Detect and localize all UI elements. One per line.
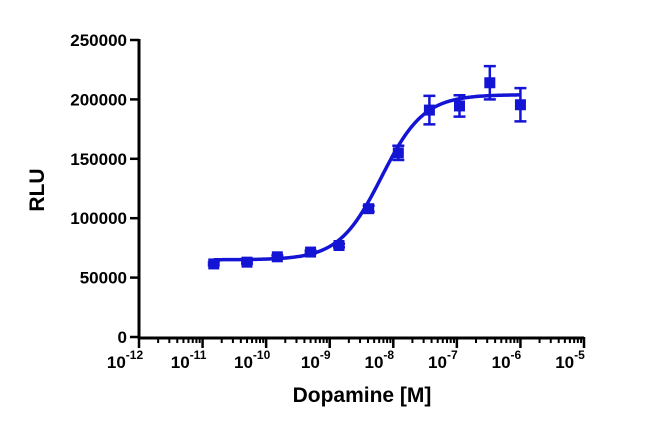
y-tick-label: 100000 xyxy=(70,209,127,228)
x-tick-label: 10-12 xyxy=(107,348,144,372)
x-tick-label: 10-10 xyxy=(234,348,271,372)
y-tick-label: 0 xyxy=(118,328,127,347)
data-point xyxy=(423,104,435,116)
y-tick-label: 250000 xyxy=(70,31,127,50)
data-point xyxy=(453,100,465,112)
axes xyxy=(137,39,584,340)
data-point xyxy=(484,77,496,89)
x-axis-title: Dopamine [M] xyxy=(293,384,432,407)
y-axis-ticks: 0 50000 100000 150000 200000 250000 xyxy=(70,31,139,347)
data-point xyxy=(271,251,283,263)
x-tick-label: 10-11 xyxy=(171,348,207,372)
data-point xyxy=(305,246,317,258)
data-point xyxy=(208,258,220,270)
data-points-layer xyxy=(208,77,526,270)
data-point xyxy=(333,240,345,252)
x-tick-label: 10-5 xyxy=(555,348,585,372)
y-axis-title: RLU xyxy=(26,168,49,211)
y-tick-label: 200000 xyxy=(70,90,127,109)
fit-curve-layer xyxy=(213,93,521,262)
x-axis-ticks: 10-12 10-11 10-10 10-9 10-8 10-7 10-6 10-5 xyxy=(107,337,586,372)
data-point xyxy=(392,147,404,159)
x-tick-label: 10-7 xyxy=(428,348,458,372)
fit-curve xyxy=(213,93,521,262)
data-point xyxy=(363,203,375,215)
data-point xyxy=(241,256,253,268)
x-tick-label: 10-6 xyxy=(492,348,522,372)
x-tick-label: 10-9 xyxy=(301,348,331,372)
data-point xyxy=(514,99,526,111)
y-tick-label: 150000 xyxy=(70,150,127,169)
x-tick-label: 10-8 xyxy=(364,348,394,372)
y-tick-label: 50000 xyxy=(80,269,127,288)
